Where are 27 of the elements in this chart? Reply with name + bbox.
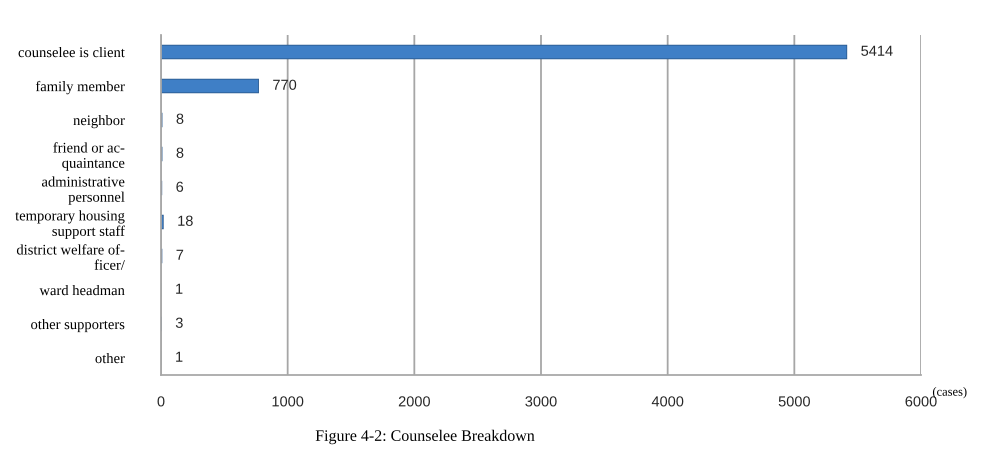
x-axis-title: (cases) (932, 387, 967, 398)
y-tick-label: other (95, 352, 125, 364)
y-tick-label: counselee is client (18, 46, 125, 58)
data-label: 6 (176, 182, 184, 192)
x-tick-label: 3000 (525, 396, 557, 407)
data-label: 1 (176, 284, 182, 294)
data-label: 8 (176, 148, 184, 158)
data-label: 18 (178, 216, 193, 226)
y-tick-label: other supporters (31, 318, 124, 332)
x-tick-label: 6000 (906, 396, 937, 407)
x-tick-label: 1000 (272, 396, 304, 407)
text: Figure 4-2: Counselee Breakdown (316, 430, 535, 444)
y-tick-label: neighbor (73, 114, 125, 128)
y-tick-label: ward headman (39, 284, 125, 296)
y-tick-label: district welfare of- ficer/ (16, 244, 125, 270)
data-label: 7 (176, 250, 184, 260)
data-label: 1 (176, 352, 182, 362)
data-label: 8 (176, 114, 184, 124)
y-tick-label: family member (36, 80, 125, 94)
data-label: 3 (176, 318, 183, 328)
data-label: 770 (273, 80, 296, 90)
x-tick-label: 5000 (778, 396, 810, 407)
x-tick-label: 2000 (398, 396, 430, 407)
x-tick-label: 4000 (652, 396, 684, 407)
data-label: 5414 (861, 46, 893, 56)
x-tick-label: 0 (158, 396, 164, 407)
y-tick-label: administrative personnel (42, 176, 125, 205)
